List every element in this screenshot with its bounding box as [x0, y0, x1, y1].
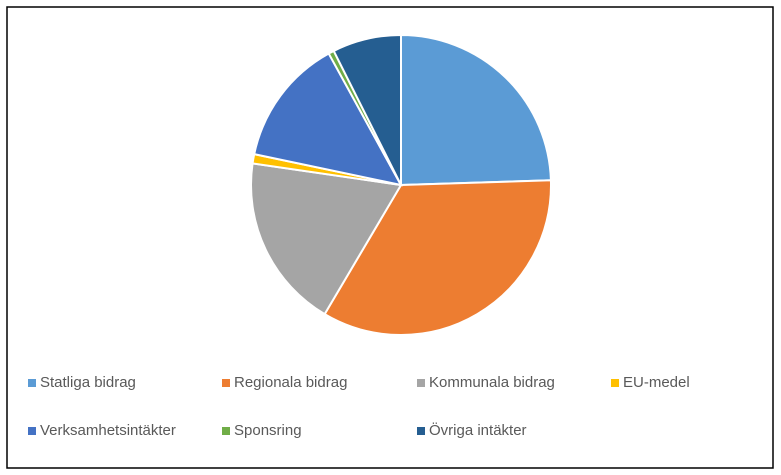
legend-label: Övriga intäkter: [429, 421, 527, 439]
legend-label: Kommunala bidrag: [429, 374, 555, 391]
legend-label: EU-medel: [623, 374, 690, 391]
legend-swatch: [417, 379, 425, 387]
legend-swatch: [222, 379, 230, 387]
legend-swatch: [611, 379, 619, 387]
legend-swatch: [28, 427, 36, 435]
pie-slice: [253, 52, 403, 187]
legend-label: Sponsring: [234, 422, 302, 439]
legend-label: Verksamhetsintäkter: [40, 422, 176, 439]
legend-swatch: [28, 379, 36, 387]
legend-swatch: [222, 427, 230, 435]
pie-slice: [332, 33, 402, 186]
legend-label: Statliga bidrag: [40, 374, 136, 391]
legend-label: Regionala bidrag: [234, 374, 347, 391]
legend-swatch: [417, 427, 425, 435]
pie-slice: [400, 33, 552, 187]
pie-slice: [250, 162, 403, 316]
